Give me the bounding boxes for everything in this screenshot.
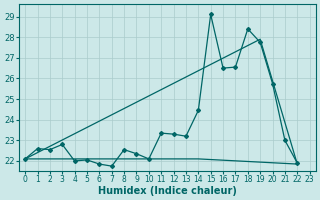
X-axis label: Humidex (Indice chaleur): Humidex (Indice chaleur) (98, 186, 237, 196)
